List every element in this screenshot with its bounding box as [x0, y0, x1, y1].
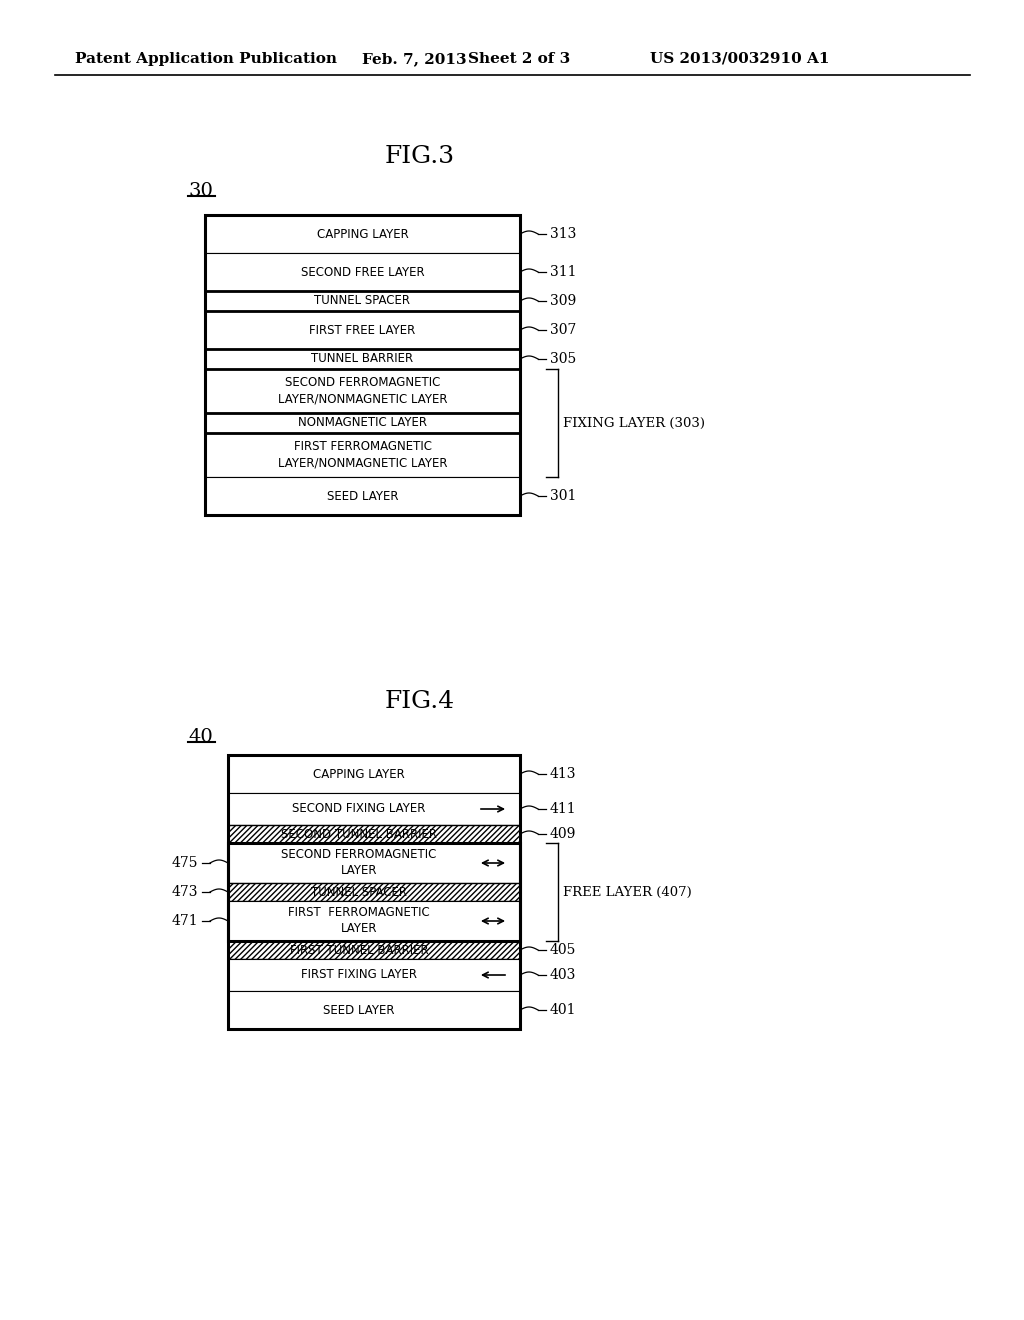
Text: 409: 409 — [550, 828, 577, 841]
Text: 405: 405 — [550, 942, 577, 957]
Bar — [228, 902, 520, 941]
Text: Sheet 2 of 3: Sheet 2 of 3 — [468, 51, 570, 66]
Text: FIG.4: FIG.4 — [385, 690, 455, 713]
Text: CAPPING LAYER: CAPPING LAYER — [313, 767, 404, 780]
Bar — [228, 755, 520, 793]
Text: CAPPING LAYER: CAPPING LAYER — [316, 227, 409, 240]
Text: 473: 473 — [171, 884, 198, 899]
Text: US 2013/0032910 A1: US 2013/0032910 A1 — [650, 51, 829, 66]
Text: Patent Application Publication: Patent Application Publication — [75, 51, 337, 66]
Text: 313: 313 — [550, 227, 577, 242]
Text: SECOND TUNNEL BARRIER: SECOND TUNNEL BARRIER — [281, 828, 437, 841]
Text: SECOND FERROMAGNETIC
LAYER: SECOND FERROMAGNETIC LAYER — [282, 849, 436, 878]
Text: 311: 311 — [550, 265, 577, 279]
Bar — [228, 793, 520, 825]
Bar — [205, 290, 520, 312]
Text: TUNNEL BARRIER: TUNNEL BARRIER — [311, 352, 414, 366]
Text: NONMAGNETIC LAYER: NONMAGNETIC LAYER — [298, 417, 427, 429]
Text: SECOND FERROMAGNETIC
LAYER/NONMAGNETIC LAYER: SECOND FERROMAGNETIC LAYER/NONMAGNETIC L… — [278, 376, 447, 405]
Text: 411: 411 — [550, 803, 577, 816]
Text: TUNNEL SPACER: TUNNEL SPACER — [314, 294, 411, 308]
Bar — [228, 941, 520, 960]
Text: FIRST FIXING LAYER: FIRST FIXING LAYER — [301, 969, 417, 982]
Bar — [228, 843, 520, 941]
Text: FIRST FREE LAYER: FIRST FREE LAYER — [309, 323, 416, 337]
Bar — [228, 960, 520, 991]
Text: SECOND FREE LAYER: SECOND FREE LAYER — [301, 265, 424, 279]
Bar — [205, 413, 520, 433]
Bar — [205, 253, 520, 290]
Bar — [205, 477, 520, 515]
Text: FIRST TUNNEL BARRIER: FIRST TUNNEL BARRIER — [290, 944, 428, 957]
Bar — [205, 215, 520, 515]
Text: SEED LAYER: SEED LAYER — [327, 490, 398, 503]
Bar — [205, 312, 520, 348]
Text: FIXING LAYER (303): FIXING LAYER (303) — [563, 417, 705, 429]
Text: SECOND FIXING LAYER: SECOND FIXING LAYER — [292, 803, 426, 816]
Text: FREE LAYER (407): FREE LAYER (407) — [563, 886, 692, 899]
Text: 413: 413 — [550, 767, 577, 781]
Text: 301: 301 — [550, 488, 577, 503]
Bar — [228, 843, 520, 883]
Bar — [228, 825, 520, 843]
Bar — [228, 991, 520, 1030]
Text: SEED LAYER: SEED LAYER — [324, 1003, 394, 1016]
Text: 401: 401 — [550, 1003, 577, 1016]
Text: 307: 307 — [550, 323, 577, 337]
Text: FIRST FERROMAGNETIC
LAYER/NONMAGNETIC LAYER: FIRST FERROMAGNETIC LAYER/NONMAGNETIC LA… — [278, 441, 447, 470]
Text: FIG.3: FIG.3 — [385, 145, 455, 168]
Bar — [228, 883, 520, 902]
Text: TUNNEL SPACER: TUNNEL SPACER — [311, 886, 407, 899]
Text: 309: 309 — [550, 294, 577, 308]
Bar — [205, 348, 520, 370]
Text: FIRST  FERROMAGNETIC
LAYER: FIRST FERROMAGNETIC LAYER — [288, 907, 430, 936]
Bar — [228, 755, 520, 1030]
Text: 475: 475 — [171, 855, 198, 870]
Text: 30: 30 — [188, 182, 213, 201]
Bar — [205, 215, 520, 253]
Text: 403: 403 — [550, 968, 577, 982]
Bar — [205, 433, 520, 477]
Text: 471: 471 — [171, 913, 198, 928]
Bar — [205, 370, 520, 413]
Text: 305: 305 — [550, 352, 577, 366]
Text: Feb. 7, 2013: Feb. 7, 2013 — [362, 51, 467, 66]
Text: 40: 40 — [188, 729, 213, 746]
